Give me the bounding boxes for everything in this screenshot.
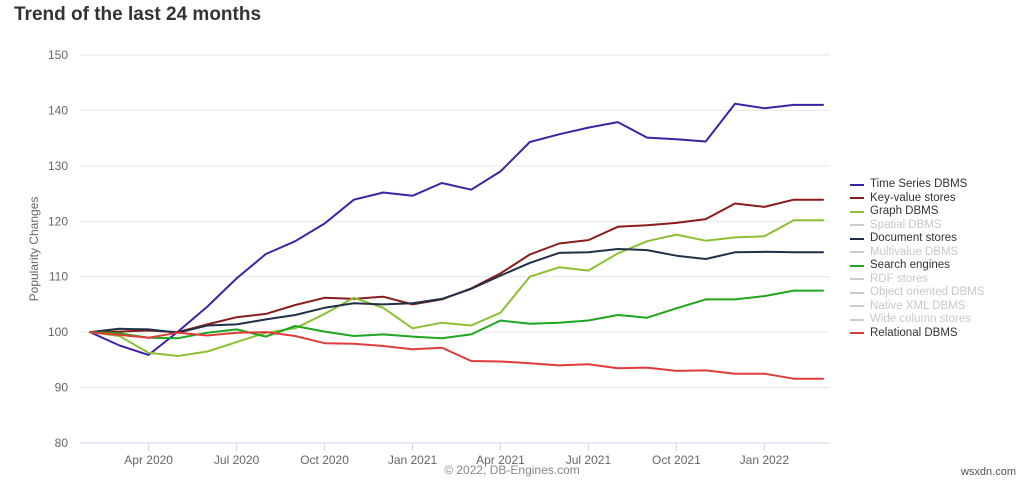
series-lines xyxy=(89,102,824,380)
y-axis-label: Popularity Changes xyxy=(27,197,41,302)
series-line-document-stores[interactable] xyxy=(89,248,824,334)
legend-label: Multivalue DBMS xyxy=(870,245,959,258)
legend-swatch xyxy=(850,183,864,186)
x-tick-label: Apr 2021 xyxy=(476,453,525,467)
axes: 80 90 100 110 120 130 140 150 Popularity Changes… xyxy=(27,48,830,467)
legend-swatch xyxy=(850,318,864,321)
legend-item[interactable]: Document stores xyxy=(850,232,984,246)
legend-item[interactable]: Spatial DBMS xyxy=(850,219,984,233)
legend-label: Wide column stores xyxy=(870,313,971,325)
legend-swatch xyxy=(850,224,864,227)
x-tick-label: Jan 2021 xyxy=(388,453,438,467)
x-tick-label: Jan 2022 xyxy=(740,453,790,467)
legend-label: Graph DBMS xyxy=(870,205,939,217)
legend-label: Native XML DBMS xyxy=(870,299,966,312)
legend-item[interactable]: Wide column stores xyxy=(850,313,984,327)
legend-item[interactable]: Relational DBMS xyxy=(850,327,984,341)
y-tick-label: 90 xyxy=(55,381,69,395)
series-line-relational-dbms[interactable] xyxy=(89,331,824,380)
legend-label: Search engines xyxy=(870,259,950,271)
x-tick-label: Oct 2020 xyxy=(300,453,349,467)
legend-swatch xyxy=(850,197,864,200)
legend-swatch xyxy=(850,210,864,213)
y-tick-label: 80 xyxy=(55,436,69,450)
legend-item[interactable]: Native XML DBMS xyxy=(850,300,984,314)
legend-label: Spatial DBMS xyxy=(870,218,942,231)
legend-label: Time Series DBMS xyxy=(870,178,968,190)
legend-swatch xyxy=(850,264,864,267)
legend-item[interactable]: Graph DBMS xyxy=(850,205,984,219)
legend-swatch xyxy=(850,305,864,308)
series-line-time-series-dbms[interactable] xyxy=(89,102,824,356)
y-tick-label: 140 xyxy=(48,103,68,117)
x-tick-label: Apr 2020 xyxy=(124,453,173,467)
legend-label: Relational DBMS xyxy=(870,326,958,339)
legend-swatch xyxy=(850,237,864,240)
legend-item[interactable]: Multivalue DBMS xyxy=(850,246,984,260)
legend-item[interactable]: Object oriented DBMS xyxy=(850,286,984,300)
legend-item[interactable]: Search engines xyxy=(850,259,984,273)
legend-swatch xyxy=(850,291,864,294)
legend-item[interactable]: Time Series DBMS xyxy=(850,178,984,192)
legend-label: Key-value stores xyxy=(870,191,956,204)
x-tick-label: Jul 2021 xyxy=(566,453,612,467)
chart-title: Trend of the last 24 months xyxy=(14,4,262,25)
series-line-search-engines[interactable] xyxy=(89,289,824,340)
watermark-text: wsxdn.com xyxy=(960,466,1016,478)
credits-text[interactable]: © 2022, DB-Engines.com xyxy=(444,463,580,477)
legend-item[interactable]: RDF stores xyxy=(850,273,984,287)
series-line-graph-dbms[interactable] xyxy=(89,219,824,357)
y-tick-label: 100 xyxy=(48,325,68,339)
legend-swatch xyxy=(850,251,864,254)
legend-label: Object oriented DBMS xyxy=(870,286,985,298)
x-tick-label: Oct 2021 xyxy=(652,453,701,467)
legend-swatch xyxy=(850,278,864,281)
y-tick-label: 120 xyxy=(48,214,68,228)
x-tick-label: Jul 2020 xyxy=(214,453,260,467)
y-tick-label: 130 xyxy=(48,159,68,173)
y-tick-label: 150 xyxy=(48,48,68,62)
legend-label: RDF stores xyxy=(870,272,929,285)
chart-legend: Time Series DBMS Key-value stores Graph DB… xyxy=(850,178,984,340)
grid-lines xyxy=(80,54,830,444)
legend-swatch xyxy=(850,332,864,335)
legend-item[interactable]: Key-value stores xyxy=(850,192,984,206)
legend-label: Document stores xyxy=(870,232,957,244)
y-tick-label: 110 xyxy=(49,270,68,284)
